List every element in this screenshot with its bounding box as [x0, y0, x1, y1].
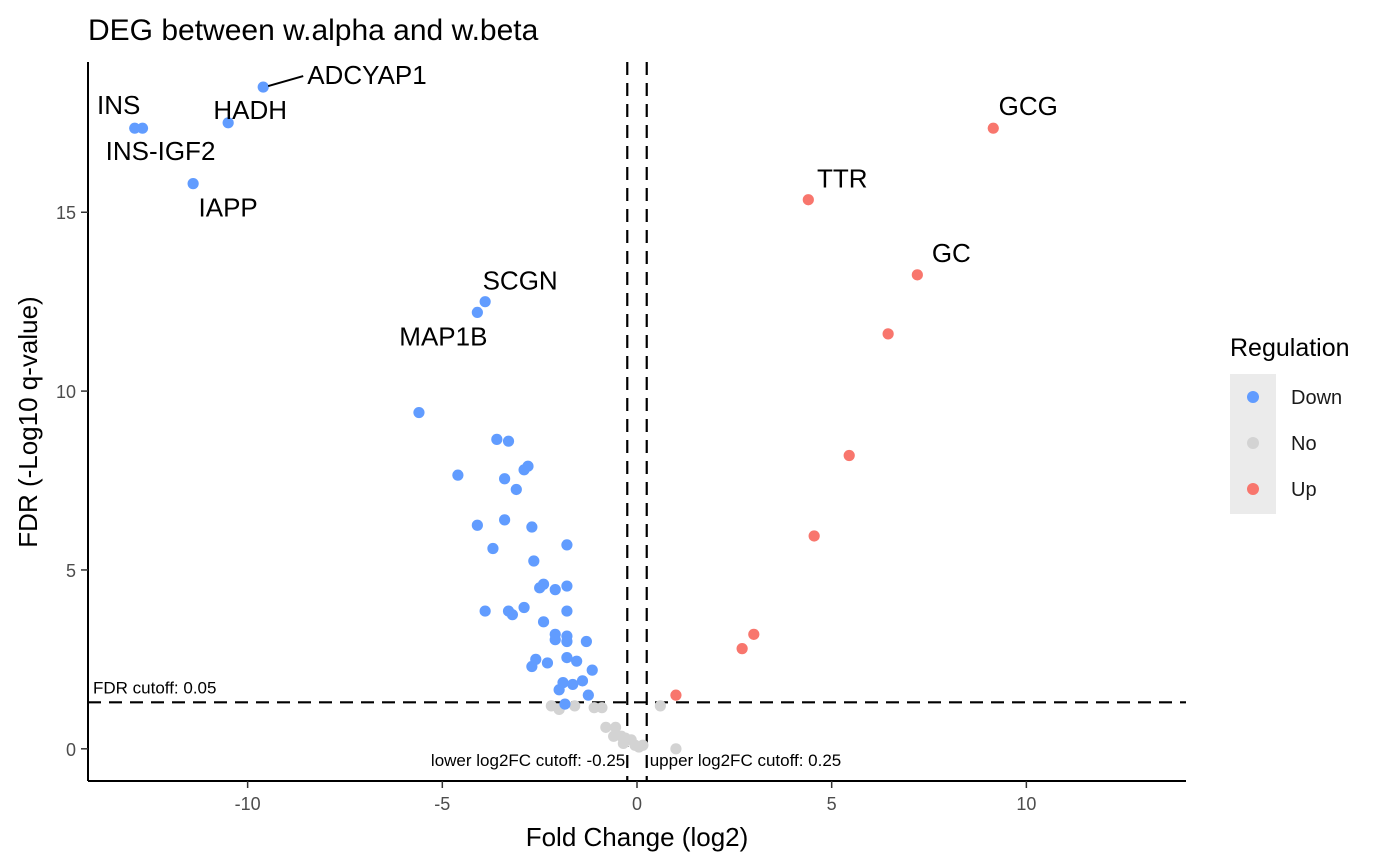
point-down	[526, 660, 538, 673]
point-down	[452, 469, 464, 481]
gene-label-leader	[267, 75, 304, 88]
point-no	[670, 743, 682, 755]
point-down	[136, 122, 149, 134]
point-down	[534, 582, 546, 594]
point-down	[586, 664, 598, 676]
point-down	[257, 81, 269, 93]
y-axis-label: FDR (-Log10 q-value)	[13, 296, 43, 547]
plot-panel: -10 -5 0 5 10 0 5 10 15 FDR cutoff: 0.05 lower log…	[56, 60, 1186, 814]
point-down	[479, 605, 491, 617]
point-no	[596, 702, 608, 714]
gene-label-gc: GC	[932, 238, 971, 268]
point-down	[487, 542, 499, 555]
legend-label-down: Down	[1291, 387, 1342, 409]
point-down	[506, 609, 519, 621]
legend-label-no: No	[1291, 433, 1317, 455]
legend: Regulation Down No Up	[1230, 334, 1350, 514]
legend-label-up: Up	[1291, 479, 1317, 501]
point-no	[637, 739, 649, 751]
point-down	[549, 584, 561, 596]
point-down	[222, 117, 234, 129]
x-tick-label: -10	[235, 794, 261, 814]
point-down	[479, 296, 491, 308]
point-down	[559, 698, 571, 710]
upper-log2fc-cutoff-label: upper log2FC cutoff: 0.25	[650, 751, 842, 770]
point-up	[802, 194, 814, 206]
point-down	[567, 678, 579, 691]
x-axis-label: Fold Change (log2)	[526, 822, 749, 852]
point-down	[499, 473, 511, 485]
point-no	[609, 721, 622, 733]
point-up	[882, 328, 894, 340]
fdr-cutoff-label: FDR cutoff: 0.05	[93, 678, 216, 697]
point-down	[557, 677, 569, 689]
y-tick-label: 0	[66, 740, 76, 760]
point-down	[537, 616, 550, 628]
x-tick-label: -5	[434, 794, 450, 814]
point-up	[748, 628, 760, 640]
y-tick-label: 10	[56, 382, 76, 402]
point-no	[600, 721, 612, 733]
point-no	[569, 700, 581, 712]
point-down	[518, 601, 530, 614]
point-down	[502, 435, 515, 447]
point-down	[471, 306, 483, 318]
point-down	[541, 657, 554, 669]
point-down	[510, 483, 522, 496]
legend-key-down	[1247, 391, 1259, 403]
point-no	[588, 702, 600, 714]
legend-title: Regulation	[1230, 334, 1350, 362]
x-tick-label: 0	[632, 794, 642, 814]
point-down	[471, 519, 483, 531]
point-no	[617, 737, 629, 750]
point-down	[499, 514, 511, 526]
gene-label-hadh: HADH	[213, 95, 287, 125]
gene-label-ins-igf2: INS-IGF2	[106, 136, 216, 166]
x-tick-label: 10	[1016, 794, 1036, 814]
gene-label-gcg: GCG	[999, 91, 1058, 121]
point-up	[987, 122, 999, 134]
point-down	[561, 605, 573, 617]
point-down	[522, 460, 534, 472]
point-up	[808, 530, 820, 542]
lower-log2fc-cutoff-label: lower log2FC cutoff: -0.25	[431, 751, 625, 770]
gene-label-map1b: MAP1B	[399, 321, 487, 351]
point-down	[582, 689, 594, 701]
point-up	[670, 689, 682, 701]
point-down	[576, 675, 589, 687]
y-tick-label: 15	[56, 203, 76, 223]
point-down	[561, 651, 573, 664]
point-down	[187, 178, 199, 190]
point-down	[561, 580, 573, 592]
point-down	[129, 122, 141, 134]
point-down	[491, 433, 503, 445]
point-down	[571, 655, 583, 667]
point-down	[549, 634, 561, 646]
point-down	[580, 635, 592, 648]
point-down	[413, 406, 425, 419]
point-up	[736, 643, 748, 655]
gene-label-ttr: TTR	[817, 164, 868, 194]
legend-key-up	[1247, 483, 1259, 495]
point-no	[654, 700, 666, 712]
legend-key-no	[1247, 437, 1259, 449]
point-down	[528, 555, 540, 567]
gene-label-scgn: SCGN	[483, 266, 558, 296]
y-tick-label: 5	[66, 561, 76, 581]
point-down	[561, 635, 573, 648]
point-up	[843, 449, 855, 462]
point-no	[608, 730, 620, 742]
point-down	[561, 539, 573, 551]
chart-title: DEG between w.alpha and w.beta	[88, 14, 539, 47]
gene-label-iapp: IAPP	[199, 193, 258, 223]
point-down	[526, 521, 538, 533]
gene-label-ins: INS	[97, 90, 140, 120]
gene-label-adcyap1: ADCYAP1	[307, 60, 426, 90]
x-tick-label: 5	[827, 794, 837, 814]
point-up	[911, 269, 923, 281]
